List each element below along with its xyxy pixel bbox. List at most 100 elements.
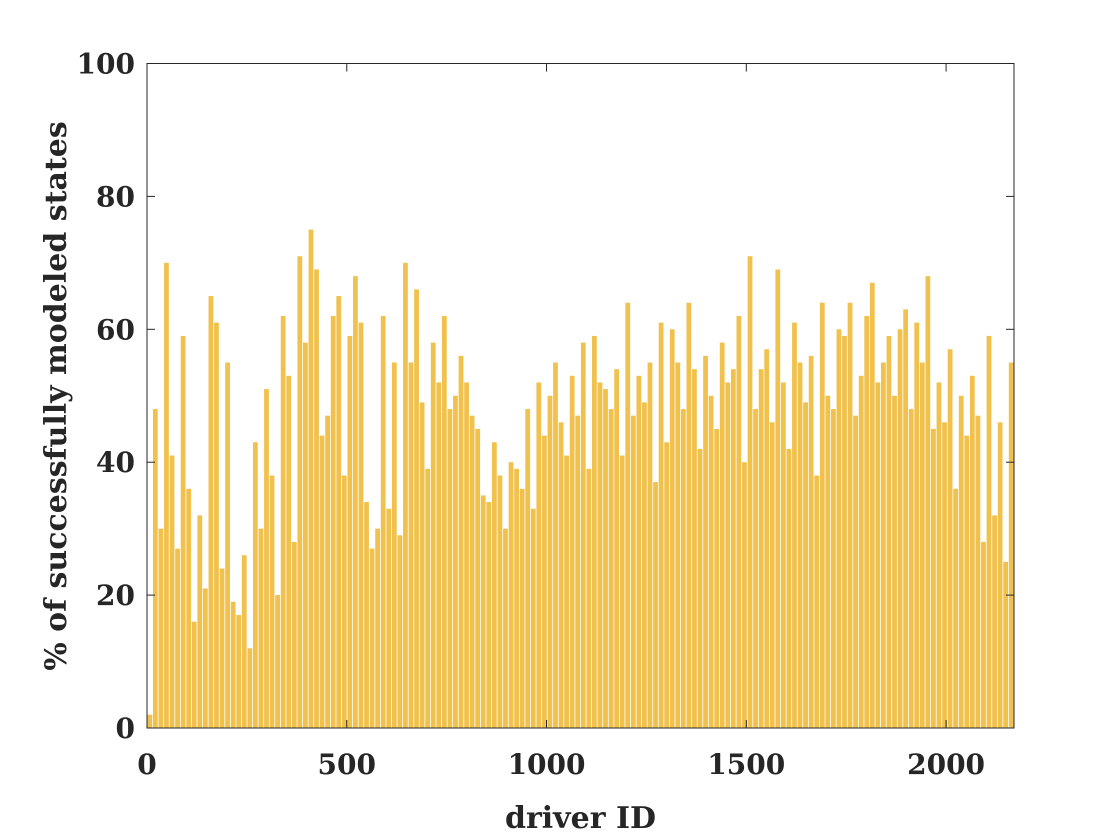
bar [353, 276, 358, 728]
bar [975, 415, 981, 728]
bar [942, 422, 947, 728]
x-tick-label: 1000 [508, 748, 586, 781]
bar [214, 322, 219, 728]
x-tick-label: 2000 [907, 748, 985, 781]
bar [747, 256, 753, 728]
bar [347, 335, 353, 728]
bar [297, 256, 303, 728]
bar [475, 428, 481, 728]
bar [303, 342, 308, 728]
bar [897, 329, 903, 728]
y-axis-label: % of successfully modeled states [39, 121, 74, 671]
bar [919, 362, 925, 728]
bar [325, 415, 331, 728]
bar [447, 409, 453, 728]
bar [358, 322, 364, 728]
bar [236, 615, 242, 728]
bar [914, 322, 920, 728]
bar [169, 455, 175, 728]
bar [541, 435, 547, 728]
bar [736, 316, 742, 728]
y-tick-label: 60 [96, 313, 135, 346]
bar [853, 415, 858, 728]
bar [653, 482, 658, 728]
bar [619, 455, 625, 728]
bar [992, 515, 997, 728]
x-tick-label: 500 [318, 748, 376, 781]
bar [592, 335, 597, 728]
bar [614, 369, 620, 728]
bar [597, 382, 603, 728]
bar [825, 395, 831, 728]
bar [947, 349, 953, 728]
bar [514, 468, 519, 728]
bar [814, 475, 820, 728]
bar [608, 409, 614, 728]
bar [208, 296, 214, 728]
bar [247, 648, 253, 728]
y-tick-label: 100 [77, 48, 135, 81]
bar [580, 342, 586, 728]
bar [892, 395, 897, 728]
bar [308, 229, 314, 729]
bar [175, 548, 180, 728]
bar [819, 302, 825, 728]
y-tick-label: 80 [96, 180, 135, 213]
bar [808, 355, 814, 728]
ticks-group [146, 63, 1014, 729]
bar [753, 409, 758, 728]
bar [458, 355, 464, 728]
bar [630, 415, 636, 728]
bar [403, 262, 408, 728]
bar [469, 415, 475, 728]
bar [158, 528, 164, 728]
bar [408, 362, 414, 728]
bar [314, 269, 319, 728]
bar [758, 369, 764, 728]
bar [981, 541, 986, 728]
bar [330, 316, 336, 728]
bar [703, 355, 708, 728]
bar [369, 548, 375, 728]
bar [625, 302, 631, 728]
bar [792, 322, 797, 728]
bar [775, 269, 781, 728]
bar [869, 282, 875, 728]
bar [964, 435, 970, 728]
bar [264, 389, 269, 728]
tick-labels-group: 0 500 1000 1500 2000 0 20 40 60 80 100 [77, 48, 986, 782]
bar [830, 409, 836, 728]
bar [742, 462, 747, 728]
bar [786, 448, 792, 728]
bar [680, 409, 686, 728]
bar [686, 302, 692, 728]
bar [842, 335, 847, 728]
bar [436, 382, 442, 728]
bar [675, 362, 681, 728]
bar [486, 502, 492, 728]
bar [197, 515, 203, 728]
bar [1003, 561, 1009, 729]
x-tick-label: 0 [137, 748, 156, 781]
bar [525, 409, 531, 728]
bar [375, 528, 381, 728]
bar [319, 435, 325, 728]
bars-group [147, 229, 1014, 729]
bar [164, 262, 169, 728]
bar [903, 309, 909, 728]
bar [669, 329, 675, 728]
bar [280, 316, 286, 728]
bar [714, 428, 720, 728]
bar [186, 488, 192, 728]
bar [180, 335, 186, 728]
bar [881, 362, 886, 728]
bar [464, 382, 469, 728]
bar [414, 289, 419, 728]
bar [875, 382, 881, 728]
plot-frame [146, 63, 1015, 729]
y-tick-label: 40 [96, 446, 135, 479]
bar [252, 442, 258, 728]
bar [269, 475, 275, 728]
bar [391, 362, 397, 728]
